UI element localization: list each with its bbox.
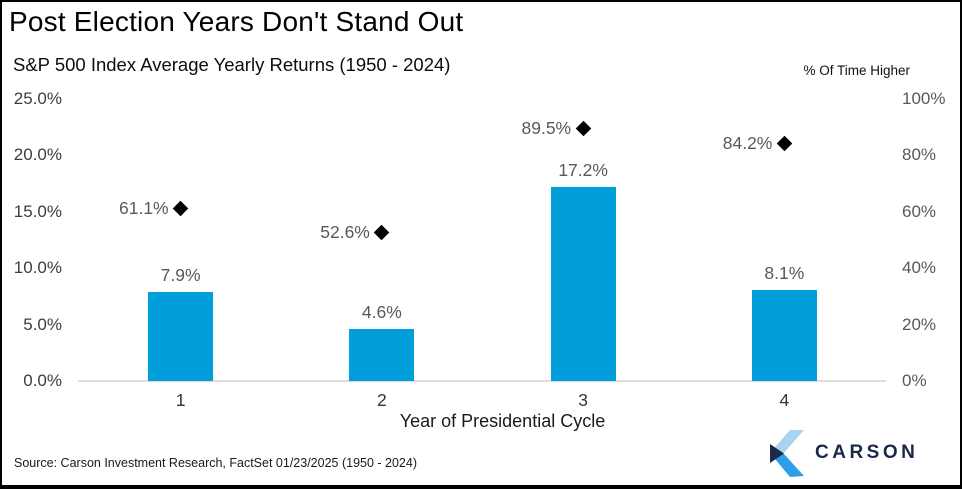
- bar-year-4: [751, 289, 817, 381]
- left-axis-tick: 5.0%: [23, 314, 62, 334]
- left-axis-tick: 0.0%: [23, 371, 62, 390]
- bar-value-label: 8.1%: [764, 262, 805, 283]
- right-axis-tick: 20%: [902, 314, 937, 334]
- x-axis-category: 2: [377, 390, 387, 410]
- left-axis-tick: 15.0%: [13, 201, 62, 221]
- left-axis-tick: 25.0%: [13, 89, 62, 108]
- bar-year-2: [349, 329, 415, 381]
- logo-top-stroke: [770, 430, 804, 454]
- time-higher-marker: [776, 135, 793, 152]
- carson-logo-icon: [770, 430, 804, 477]
- time-higher-marker: [374, 224, 390, 241]
- right-axis-tick: 0%: [902, 371, 927, 390]
- left-axis-tick: 20.0%: [13, 145, 62, 165]
- logo-left-arrow: [770, 444, 784, 463]
- time-higher-label: 84.2%: [722, 132, 773, 153]
- x-axis-category: 4: [779, 390, 790, 410]
- x-axis-category: 3: [578, 390, 588, 410]
- right-axis-tick: 60%: [902, 201, 937, 221]
- time-higher-marker: [172, 200, 189, 217]
- time-higher-label: 61.1%: [119, 197, 169, 218]
- x-axis-baseline: [78, 380, 886, 382]
- time-higher-label: 52.6%: [320, 221, 370, 242]
- right-axis-title: % Of Time Higher: [803, 63, 910, 78]
- carson-wordmark: CARSON: [815, 442, 919, 463]
- bar-year-3: [550, 186, 616, 381]
- carson-logo: CARSON: [763, 429, 953, 479]
- source-note: Source: Carson Investment Research, Fact…: [14, 456, 418, 470]
- right-axis-tick: 100%: [902, 89, 946, 108]
- left-axis-tick: 10.0%: [13, 258, 62, 278]
- bar-value-label: 7.9%: [160, 264, 201, 285]
- x-axis-title: Year of Presidential Cycle: [399, 411, 606, 431]
- logo-bottom-stroke: [770, 453, 804, 477]
- time-higher-label: 89.5%: [521, 117, 572, 138]
- bar-year-1: [148, 291, 214, 381]
- right-axis-tick: 80%: [902, 145, 937, 165]
- x-axis-category: 1: [175, 390, 186, 410]
- bar-value-label: 17.2%: [558, 159, 608, 180]
- right-axis-tick: 40%: [902, 258, 937, 278]
- bar-value-label: 4.6%: [361, 302, 402, 323]
- time-higher-marker: [575, 120, 591, 137]
- chart-title: Post Election Years Don't Stand Out: [9, 6, 464, 37]
- chart-subtitle: S&P 500 Index Average Yearly Returns (19…: [13, 54, 451, 75]
